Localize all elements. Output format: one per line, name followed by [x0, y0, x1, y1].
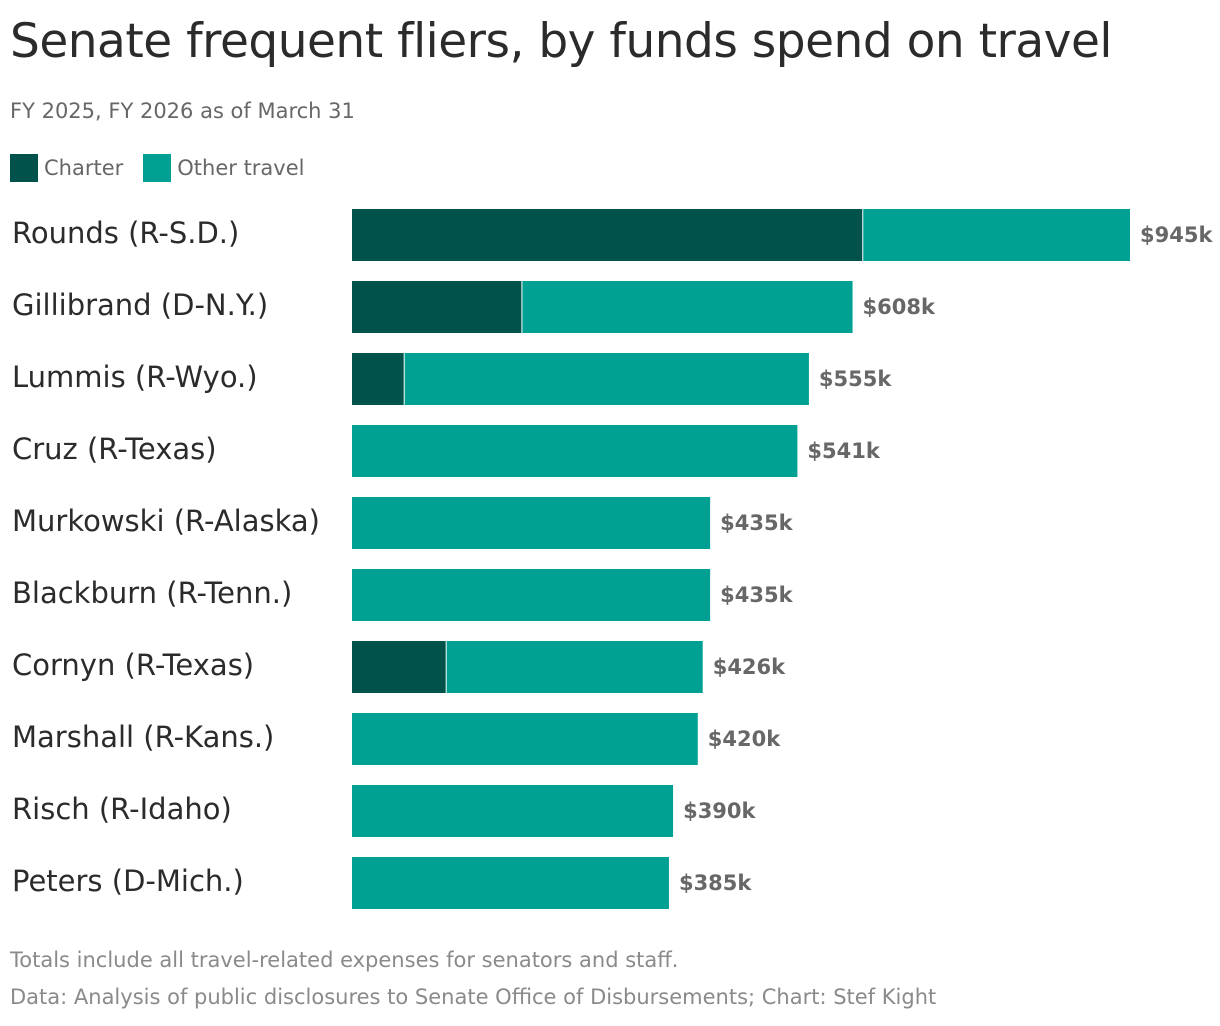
value-label-risch-r-idaho: $390k	[683, 799, 756, 823]
chart-subtitle: FY 2025, FY 2026 as of March 31	[10, 99, 355, 123]
category-label-lummis-r-wyo: Lummis (R-Wyo.)	[12, 360, 258, 394]
category-label-gillibrand-d-n-y: Gillibrand (D-N.Y.)	[12, 288, 268, 322]
legend: Charter Other travel	[10, 154, 325, 182]
value-label-cruz-r-texas: $541k	[807, 439, 880, 463]
bar-other-travel-murkowski-r-alaska	[352, 497, 711, 549]
bar-other-travel-lummis-r-wyo	[404, 353, 809, 405]
bar-other-travel-cornyn-r-texas	[446, 641, 703, 693]
category-label-cornyn-r-texas: Cornyn (R-Texas)	[12, 648, 254, 682]
category-label-rounds-r-s-d: Rounds (R-S.D.)	[12, 216, 239, 250]
value-label-rounds-r-s-d: $945k	[1140, 223, 1213, 247]
bar-other-travel-rounds-r-s-d	[863, 209, 1130, 261]
legend-swatch-charter	[10, 154, 38, 182]
bar-other-travel-gillibrand-d-n-y	[522, 281, 853, 333]
value-label-marshall-r-kans: $420k	[708, 727, 781, 751]
bar-other-travel-cruz-r-texas	[352, 425, 798, 477]
bar-other-travel-marshall-r-kans	[352, 713, 698, 765]
value-label-blackburn-r-tenn: $435k	[720, 583, 793, 607]
category-label-cruz-r-texas: Cruz (R-Texas)	[12, 432, 217, 466]
bar-other-travel-blackburn-r-tenn	[352, 569, 711, 621]
category-label-marshall-r-kans: Marshall (R-Kans.)	[12, 720, 274, 754]
legend-item-other-travel: Other travel	[143, 154, 305, 182]
value-label-gillibrand-d-n-y: $608k	[863, 295, 936, 319]
category-label-murkowski-r-alaska: Murkowski (R-Alaska)	[12, 504, 320, 538]
bar-other-travel-peters-d-mich	[352, 857, 669, 909]
legend-swatch-other-travel	[143, 154, 172, 182]
category-label-risch-r-idaho: Risch (R-Idaho)	[12, 792, 232, 826]
bar-other-travel-risch-r-idaho	[352, 785, 674, 837]
footnote-source: Data: Analysis of public disclosures to …	[10, 985, 937, 1009]
value-label-murkowski-r-alaska: $435k	[720, 511, 793, 535]
bar-charter-gillibrand-d-n-y	[352, 281, 523, 333]
legend-item-charter: Charter	[10, 154, 123, 182]
value-label-peters-d-mich: $385k	[679, 871, 752, 895]
chart-title: Senate frequent fliers, by funds spend o…	[10, 14, 1112, 69]
legend-label-charter: Charter	[44, 156, 124, 180]
bar-charter-cornyn-r-texas	[352, 641, 447, 693]
legend-label-other-travel: Other travel	[177, 156, 305, 180]
footnote-note: Totals include all travel-related expens…	[10, 948, 679, 972]
bar-chart: Rounds (R-S.D.) $945k Gillibrand (D-N.Y.) $…	[12, 209, 1213, 909]
bar-charter-lummis-r-wyo	[352, 353, 405, 405]
category-label-blackburn-r-tenn: Blackburn (R-Tenn.)	[12, 576, 292, 610]
category-label-peters-d-mich: Peters (D-Mich.)	[12, 864, 244, 898]
value-label-lummis-r-wyo: $555k	[819, 367, 892, 391]
bar-charter-rounds-r-s-d	[352, 209, 864, 261]
value-label-cornyn-r-texas: $426k	[713, 655, 786, 679]
